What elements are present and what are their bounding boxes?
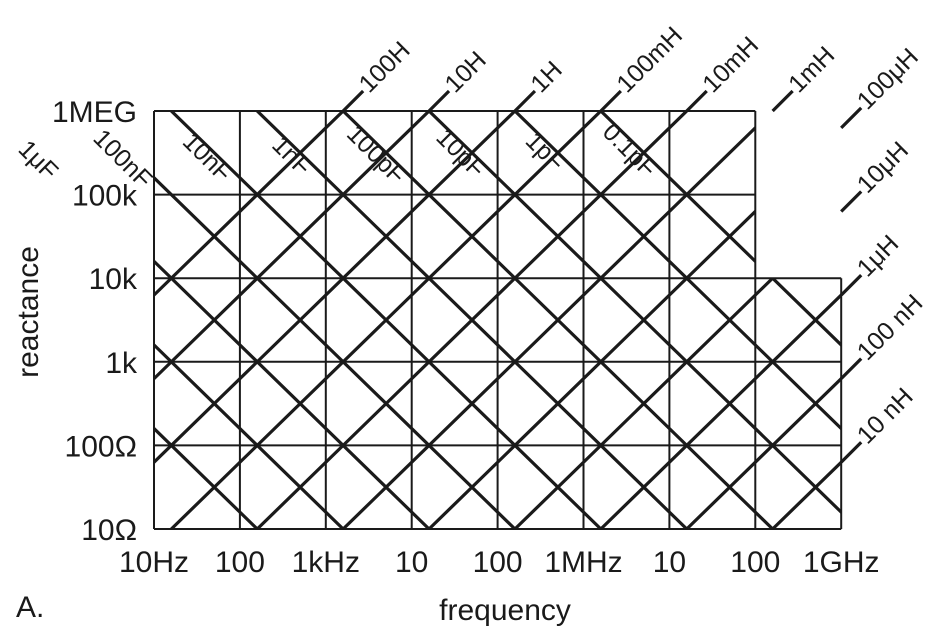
y-tick-label-5: 1MEG	[52, 96, 137, 129]
inductor-leader-9	[840, 357, 863, 380]
capacitor-line-6	[154, 111, 517, 529]
reactance-lines	[154, 111, 842, 529]
y-tick-label-1: 100Ω	[65, 430, 137, 463]
y-tick-label-0: 10Ω	[81, 514, 137, 547]
y-tick-label-4: 100k	[72, 180, 138, 213]
inductor-leader-10	[840, 441, 863, 464]
capacitor-label-4: 1nF	[266, 131, 316, 181]
capacitor-line-3	[342, 111, 774, 529]
capacitor-label-2: 10pF	[430, 123, 490, 183]
inductor-leader-5	[771, 89, 794, 113]
inductor-leader-0	[342, 89, 365, 113]
capacitor-line-2	[427, 111, 842, 529]
inductor-label-7: 10μH	[852, 136, 914, 198]
inductor-leader-2	[513, 89, 537, 113]
capacitor-label-5: 10nF	[177, 127, 237, 187]
x-axis-title: frequency	[439, 594, 571, 627]
inductor-label-2: 1H	[525, 56, 567, 98]
inductor-leader-7	[840, 190, 863, 213]
inductor-label-5: 1mH	[783, 41, 840, 98]
grid	[153, 110, 843, 530]
inductor-label-3: 100mH	[611, 21, 688, 98]
capacitor-line-8	[154, 111, 345, 529]
capacitor-line-9	[154, 111, 259, 529]
panel-label: A.	[16, 591, 44, 624]
capacitor-line-5	[170, 111, 602, 529]
line-labels: 100H 10H 1H 100mH 10mH 1mH 100μH 10μH 1μH 100 nH 1…	[13, 21, 929, 450]
y-tick-labels: 10Ω 100Ω 1k 10k 100k 1MEG	[52, 96, 138, 547]
y-axis-title: reactance	[12, 246, 45, 378]
label-leaders	[342, 89, 863, 464]
inductor-leader-8	[840, 273, 863, 297]
capacitor-line-0	[599, 111, 842, 529]
x-tick-label-1: 100	[215, 546, 265, 579]
inductor-leader-6	[840, 106, 863, 130]
x-tick-label-3: 10	[395, 546, 428, 579]
x-tick-label-5: 1MHz	[544, 546, 622, 579]
inductor-label-4: 10mH	[697, 31, 764, 98]
capacitor-label-1: 1pF	[520, 127, 570, 177]
inductor-label-10: 10 nH	[852, 383, 919, 450]
capacitor-line-7	[154, 111, 431, 529]
inductor-label-0: 100H	[354, 36, 416, 98]
y-tick-label-2: 1k	[105, 347, 138, 380]
capacitor-line-1	[513, 111, 842, 529]
x-tick-labels: 10Hz 100 1kHz 10 100 1MHz 10 100 1GHz	[119, 546, 880, 579]
x-tick-label-0: 10Hz	[119, 546, 189, 579]
capacitor-label-3: 100pF	[341, 120, 411, 190]
inductor-leader-1	[427, 89, 451, 113]
inductor-leader-4	[685, 89, 708, 113]
inductor-label-1: 10H	[439, 46, 491, 98]
x-tick-label-6: 10	[653, 546, 686, 579]
y-tick-label-3: 10k	[89, 263, 138, 296]
x-tick-label-7: 100	[730, 546, 780, 579]
inductor-label-9: 100 nH	[852, 289, 929, 366]
capacitor-label-7: 1μF	[13, 135, 64, 186]
inductor-leader-3	[599, 89, 622, 113]
x-tick-label-2: 1kHz	[292, 546, 360, 579]
inductor-line-0	[154, 111, 345, 529]
inductor-label-6: 100μH	[852, 43, 924, 115]
x-tick-label-4: 100	[473, 546, 523, 579]
x-tick-label-8: 1GHz	[803, 546, 880, 579]
inductor-line-9	[685, 111, 842, 529]
capacitor-line-4	[256, 111, 688, 529]
inductor-label-8: 1μH	[852, 230, 905, 283]
capacitor-label-0: 0.1pF	[597, 118, 662, 183]
